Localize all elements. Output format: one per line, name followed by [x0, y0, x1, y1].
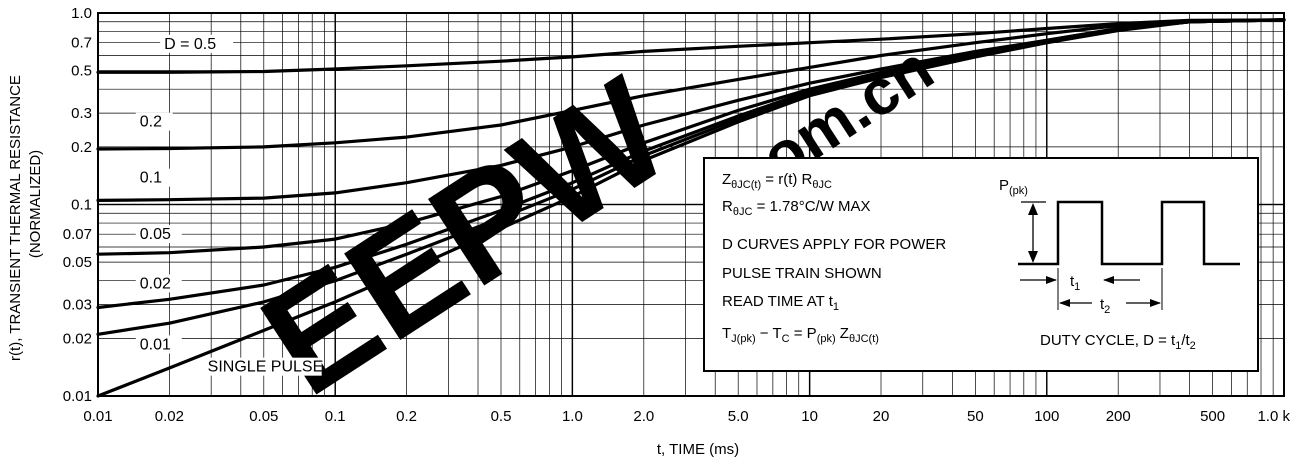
- x-tick-label: 100: [1034, 408, 1059, 425]
- x-tick-label: 0.05: [249, 408, 278, 425]
- x-tick-label: 200: [1106, 408, 1131, 425]
- y-tick-label: 0.02: [63, 330, 92, 347]
- series-label-bg: [135, 335, 182, 354]
- series-label-1: 0.2: [140, 114, 162, 131]
- x-tick-label: 10: [801, 408, 818, 425]
- note-pulse-train: PULSE TRAIN SHOWN: [722, 265, 882, 282]
- y-axis-title-normalized: (NORMALIZED): [27, 150, 44, 258]
- t1-arrow-left-head: [1046, 276, 1057, 284]
- x-tick-label: 0.2: [396, 408, 417, 425]
- x-tick-label: 1.0 k: [1257, 408, 1290, 425]
- t2-arrow-right-head: [1150, 299, 1161, 307]
- series-label-3: 0.05: [140, 226, 171, 243]
- x-tick-label: 50: [967, 408, 984, 425]
- plot-frame: [97, 12, 1285, 397]
- x-tick-label: 0.01: [83, 408, 112, 425]
- y-tick-label: 0.03: [63, 297, 92, 314]
- series-curve-1: [96, 18, 1286, 151]
- formula-z: ZθJC(t) = r(t) RθJC: [722, 171, 832, 191]
- series-label-bg: [135, 112, 173, 131]
- duty-cycle-label: DUTY CYCLE, D = t1/t2: [1040, 332, 1196, 352]
- series-label-4: 0.02: [140, 275, 171, 292]
- series-label-bg: [160, 34, 234, 53]
- y-tick-label: 0.5: [71, 63, 92, 80]
- series-label-0: D = 0.5: [164, 36, 216, 53]
- annotation-box: ZθJC(t) = r(t) RθJC RθJC = 1.78°C/W MAX D …: [703, 157, 1259, 372]
- x-tick-label: 5.0: [728, 408, 749, 425]
- y-tick-label: 0.1: [71, 197, 92, 214]
- x-tick-label: 1.0: [562, 408, 583, 425]
- x-tick-label: 0.02: [155, 408, 184, 425]
- y-tick-label: 0.7: [71, 35, 92, 52]
- series-label-2: 0.1: [140, 170, 162, 187]
- ppk-arrow-up: [1028, 203, 1038, 215]
- series-label-bg: [135, 225, 182, 244]
- y-tick-label: 0.2: [71, 139, 92, 156]
- t2-label: t2: [1100, 296, 1110, 316]
- curves: [96, 18, 1286, 398]
- y-tick-label: 0.05: [63, 254, 92, 271]
- note-d-curves: D CURVES APPLY FOR POWER: [722, 236, 946, 253]
- y-axis-title: r(t), TRANSIENT THERMAL RESISTANCE: [7, 75, 24, 361]
- series-curve-6: [96, 18, 1286, 398]
- ppk-label: P(pk): [999, 177, 1028, 197]
- note-read-time: READ TIME AT t1: [722, 293, 839, 313]
- series-label-bg: [203, 357, 322, 376]
- y-tick-label: 0.07: [63, 226, 92, 243]
- t2-arrow-left-head: [1059, 299, 1070, 307]
- formula-r: RθJC = 1.78°C/W MAX: [722, 198, 871, 218]
- series-curve-0: [96, 18, 1286, 74]
- t1-arrow-right-head: [1103, 276, 1114, 284]
- annotation-frame: [703, 157, 1259, 372]
- series-label-6: SINGLE PULSE: [208, 359, 324, 376]
- t1-label: t1: [1070, 273, 1080, 293]
- ppk-arrow-down: [1028, 251, 1038, 263]
- series-label-bg: [135, 274, 182, 293]
- x-tick-label: 0.5: [491, 408, 512, 425]
- x-tick-label: 20: [873, 408, 890, 425]
- pulse-waveform: [1018, 200, 1240, 266]
- y-tick-label: 0.3: [71, 105, 92, 122]
- x-tick-label: 0.1: [325, 408, 346, 425]
- series-label-bg: [135, 168, 173, 187]
- x-tick-labels: 0.01 0.02 0.05 0.1 0.2 0.5 1.0 2.0 5.0 10 20 50 100 2…: [83, 408, 1290, 425]
- y-tick-label: 0.01: [63, 388, 92, 405]
- y-tick-labels: 0.01 0.02 0.03 0.05 0.07 0.1 0.2 0.3 0.5 0.7 1.0: [63, 5, 92, 405]
- x-tick-label: 2.0: [633, 408, 654, 425]
- x-tick-label: 500: [1200, 408, 1225, 425]
- curve-labels: D = 0.5 0.2 0.1 0.05 0.02 0.01 SINGLE PULSE: [135, 34, 324, 376]
- formula-tj: TJ(pk) − TC = P(pk) ZθJC(t): [722, 325, 879, 345]
- series-label-5: 0.01: [140, 336, 171, 353]
- x-axis-title: t, TIME (ms): [657, 441, 739, 458]
- y-tick-label: 1.0: [71, 5, 92, 22]
